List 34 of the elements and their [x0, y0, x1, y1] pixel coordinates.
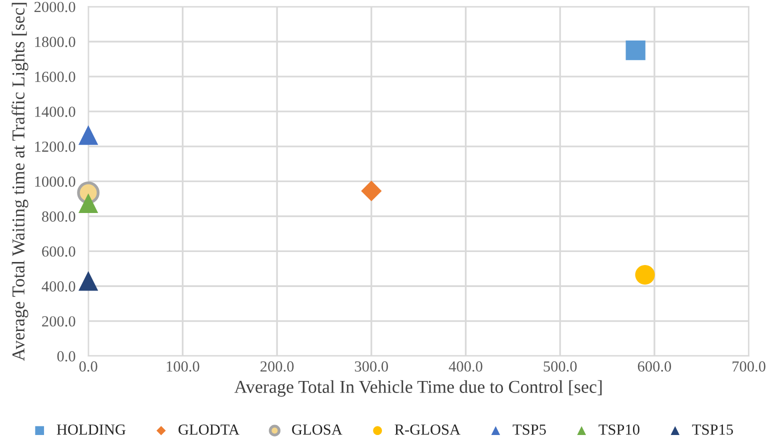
y-tick-label: 1200.0 — [35, 142, 76, 152]
y-tick-label: 600.0 — [42, 246, 76, 257]
x-tick-label: 200.0 — [260, 361, 294, 372]
y-tick-label: 1400.0 — [35, 106, 76, 117]
point — [361, 180, 382, 202]
y-axis-title: Average Total Waiting time at Traffic Lights [sec] — [12, 2, 28, 361]
x-axis-title: Average Total In Vehicle Time due to Control [sec] — [234, 380, 602, 397]
x-tick-label: 500.0 — [544, 361, 577, 372]
x-tick-label: 400.0 — [448, 361, 482, 372]
legend-label: TSP10 — [598, 424, 640, 435]
x-tick-label: 300.0 — [354, 361, 388, 372]
y-tick-label: 400.0 — [42, 281, 76, 292]
legend-label: GLOSA — [292, 424, 342, 435]
y-tick-label: 1000.0 — [35, 176, 76, 187]
y-tick-label: 200.0 — [42, 316, 76, 327]
y-tick-label: 2000.0 — [34, 2, 76, 12]
x-tick-label: 100.0 — [166, 361, 200, 372]
legend-label: R-GLOSA — [394, 424, 460, 435]
point — [78, 271, 98, 291]
legend-label: HOLDING — [56, 424, 126, 435]
point — [78, 125, 98, 145]
point — [635, 264, 655, 285]
legend-label: TSP5 — [512, 424, 546, 435]
x-tick-label: 700.0 — [732, 361, 766, 372]
y-tick-label: 1800.0 — [35, 36, 76, 48]
legend-label: TSP15 — [692, 424, 733, 435]
x-tick-label: 0.0 — [79, 361, 98, 372]
x-tick-label: 600.0 — [638, 361, 672, 372]
y-tick-label: 0.0 — [57, 351, 76, 362]
y-tick-label: 800.0 — [42, 211, 76, 222]
point — [626, 40, 646, 60]
y-tick-label: 1600.0 — [35, 72, 76, 82]
legend-label: GLODTA — [178, 424, 240, 435]
point — [78, 193, 98, 213]
